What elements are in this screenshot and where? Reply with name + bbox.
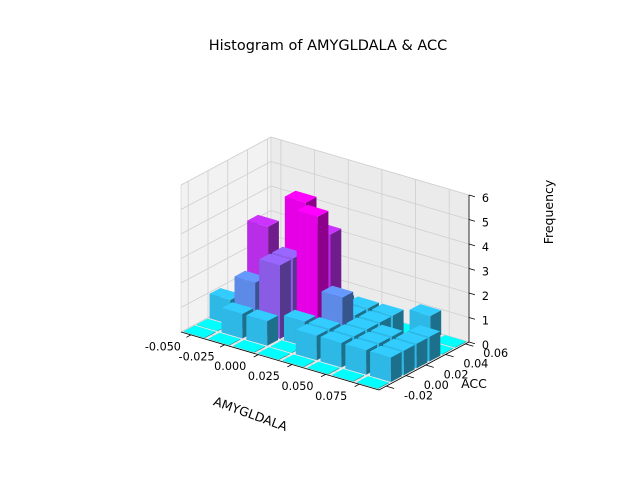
x-axis-line [180,331,380,391]
z-axis-label: Frequency [541,179,556,244]
chart-title: Histogram of AMYGLDALA & ACC [209,38,448,54]
y-tick [425,364,434,368]
x-tick [219,344,225,348]
x-tick-label: 0.000 [214,360,246,373]
bar [221,302,254,339]
y-tick [386,385,395,389]
z-gridline-left [180,161,272,210]
bar [307,361,340,375]
y-tick [465,343,474,347]
bar [295,323,328,361]
y-tick-label: 0.04 [463,358,488,371]
z-tick [468,243,476,247]
z-tick-label: 5 [482,216,489,229]
y-tick-label: 0.02 [444,368,469,381]
bar [246,309,278,346]
x-tick-label: -0.025 [179,350,215,363]
z-tick [468,341,476,345]
x-tick [186,334,192,338]
bar [332,369,365,382]
x-tick [253,354,259,358]
z-tick-label: 2 [482,290,489,303]
z-gridline-back [270,136,470,196]
y-axis-label: ACC [461,376,487,391]
x-tick [320,373,326,378]
y-tick [405,375,415,379]
y-tick-label: 0.06 [483,347,508,360]
bar [357,376,389,389]
bar [345,338,377,375]
y-tick-label: 0.00 [424,379,449,392]
z-tick-label: 4 [482,241,489,254]
y-tick-label: -0.02 [404,389,433,402]
x-tick-label: 0.050 [281,380,313,393]
z-gridline-back [270,161,470,220]
y-tick [445,354,454,358]
x-tick [287,364,293,368]
z-tick [468,268,476,271]
z-tick-label: 3 [482,265,489,278]
x-tick-label: 0.025 [248,370,280,383]
z-gridline-left [180,185,272,235]
bar [184,325,216,339]
bar [283,354,315,368]
z-tick [468,219,476,222]
z-tick-label: 6 [482,192,489,205]
x-tick-label: 0.075 [315,390,347,403]
bar [370,345,402,382]
x-axis-label: AMYGLDALA [212,393,290,434]
z-tick-label: 1 [482,314,489,327]
z-tick-label: 0 [482,339,489,352]
bar [233,340,266,353]
y-axis-line [378,341,470,391]
bars [184,190,466,389]
z-tick [468,317,476,320]
z-tick [468,194,476,198]
z-gridline-left [180,136,272,186]
z-tick [468,292,476,296]
bar [208,332,241,346]
x-tick [354,383,360,387]
bar [258,347,290,360]
x-tick-label: -0.050 [145,341,181,354]
